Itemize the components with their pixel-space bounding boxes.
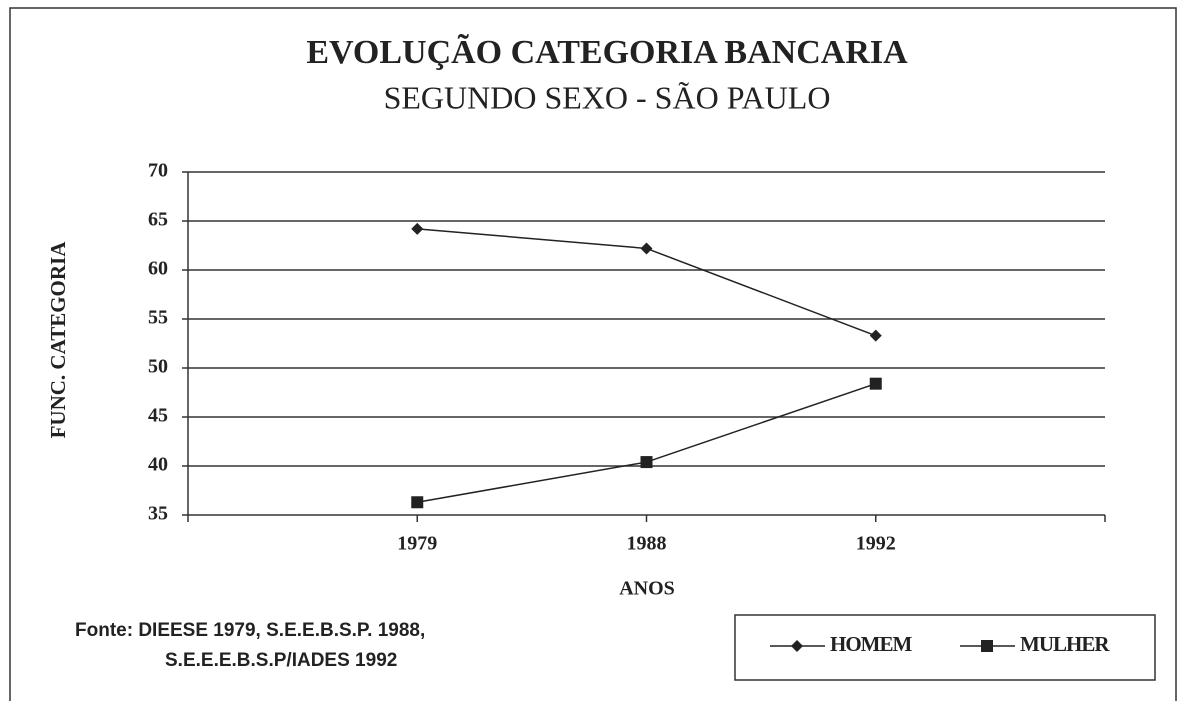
y-tick-label: 70: [148, 160, 168, 182]
legend-label: MULHER: [1020, 632, 1110, 656]
point: [411, 222, 424, 235]
frame: [9, 7, 1177, 701]
point: [791, 640, 803, 652]
y-tick-label: 60: [148, 258, 168, 280]
y-tick-label: 45: [148, 405, 168, 427]
y-tick-label: 55: [148, 307, 168, 329]
point: [640, 242, 653, 255]
x-tick-label: 1992: [856, 533, 896, 555]
x-axis-label: ANOS: [619, 578, 675, 600]
point: [981, 640, 993, 652]
source-note: S.E.E.E.B.S.P/IADES 1992: [165, 650, 397, 671]
legend-box: [734, 614, 1156, 681]
legend-label: HOMEM: [830, 632, 912, 656]
y-axis-label: FUNC. CATEGORIA: [46, 241, 70, 439]
point: [869, 377, 882, 390]
chart-subtitle: SEGUNDO SEXO - SÃO PAULO: [384, 79, 831, 115]
y-tick-label: 40: [148, 454, 168, 476]
x-tick-label: 1988: [627, 533, 667, 555]
x-tick-label: 1979: [397, 533, 437, 555]
point: [869, 329, 882, 342]
y-tick-label: 65: [148, 209, 168, 231]
point: [640, 456, 653, 469]
point: [411, 496, 424, 509]
y-tick-label: 50: [148, 356, 168, 378]
y-tick-label: 35: [148, 503, 168, 525]
source-note: Fonte: DIEESE 1979, S.E.E.B.S.P. 1988,: [75, 620, 425, 641]
chart-title: EVOLUÇÃO CATEGORIA BANCARIA: [306, 34, 908, 71]
series-line: [417, 382, 876, 503]
